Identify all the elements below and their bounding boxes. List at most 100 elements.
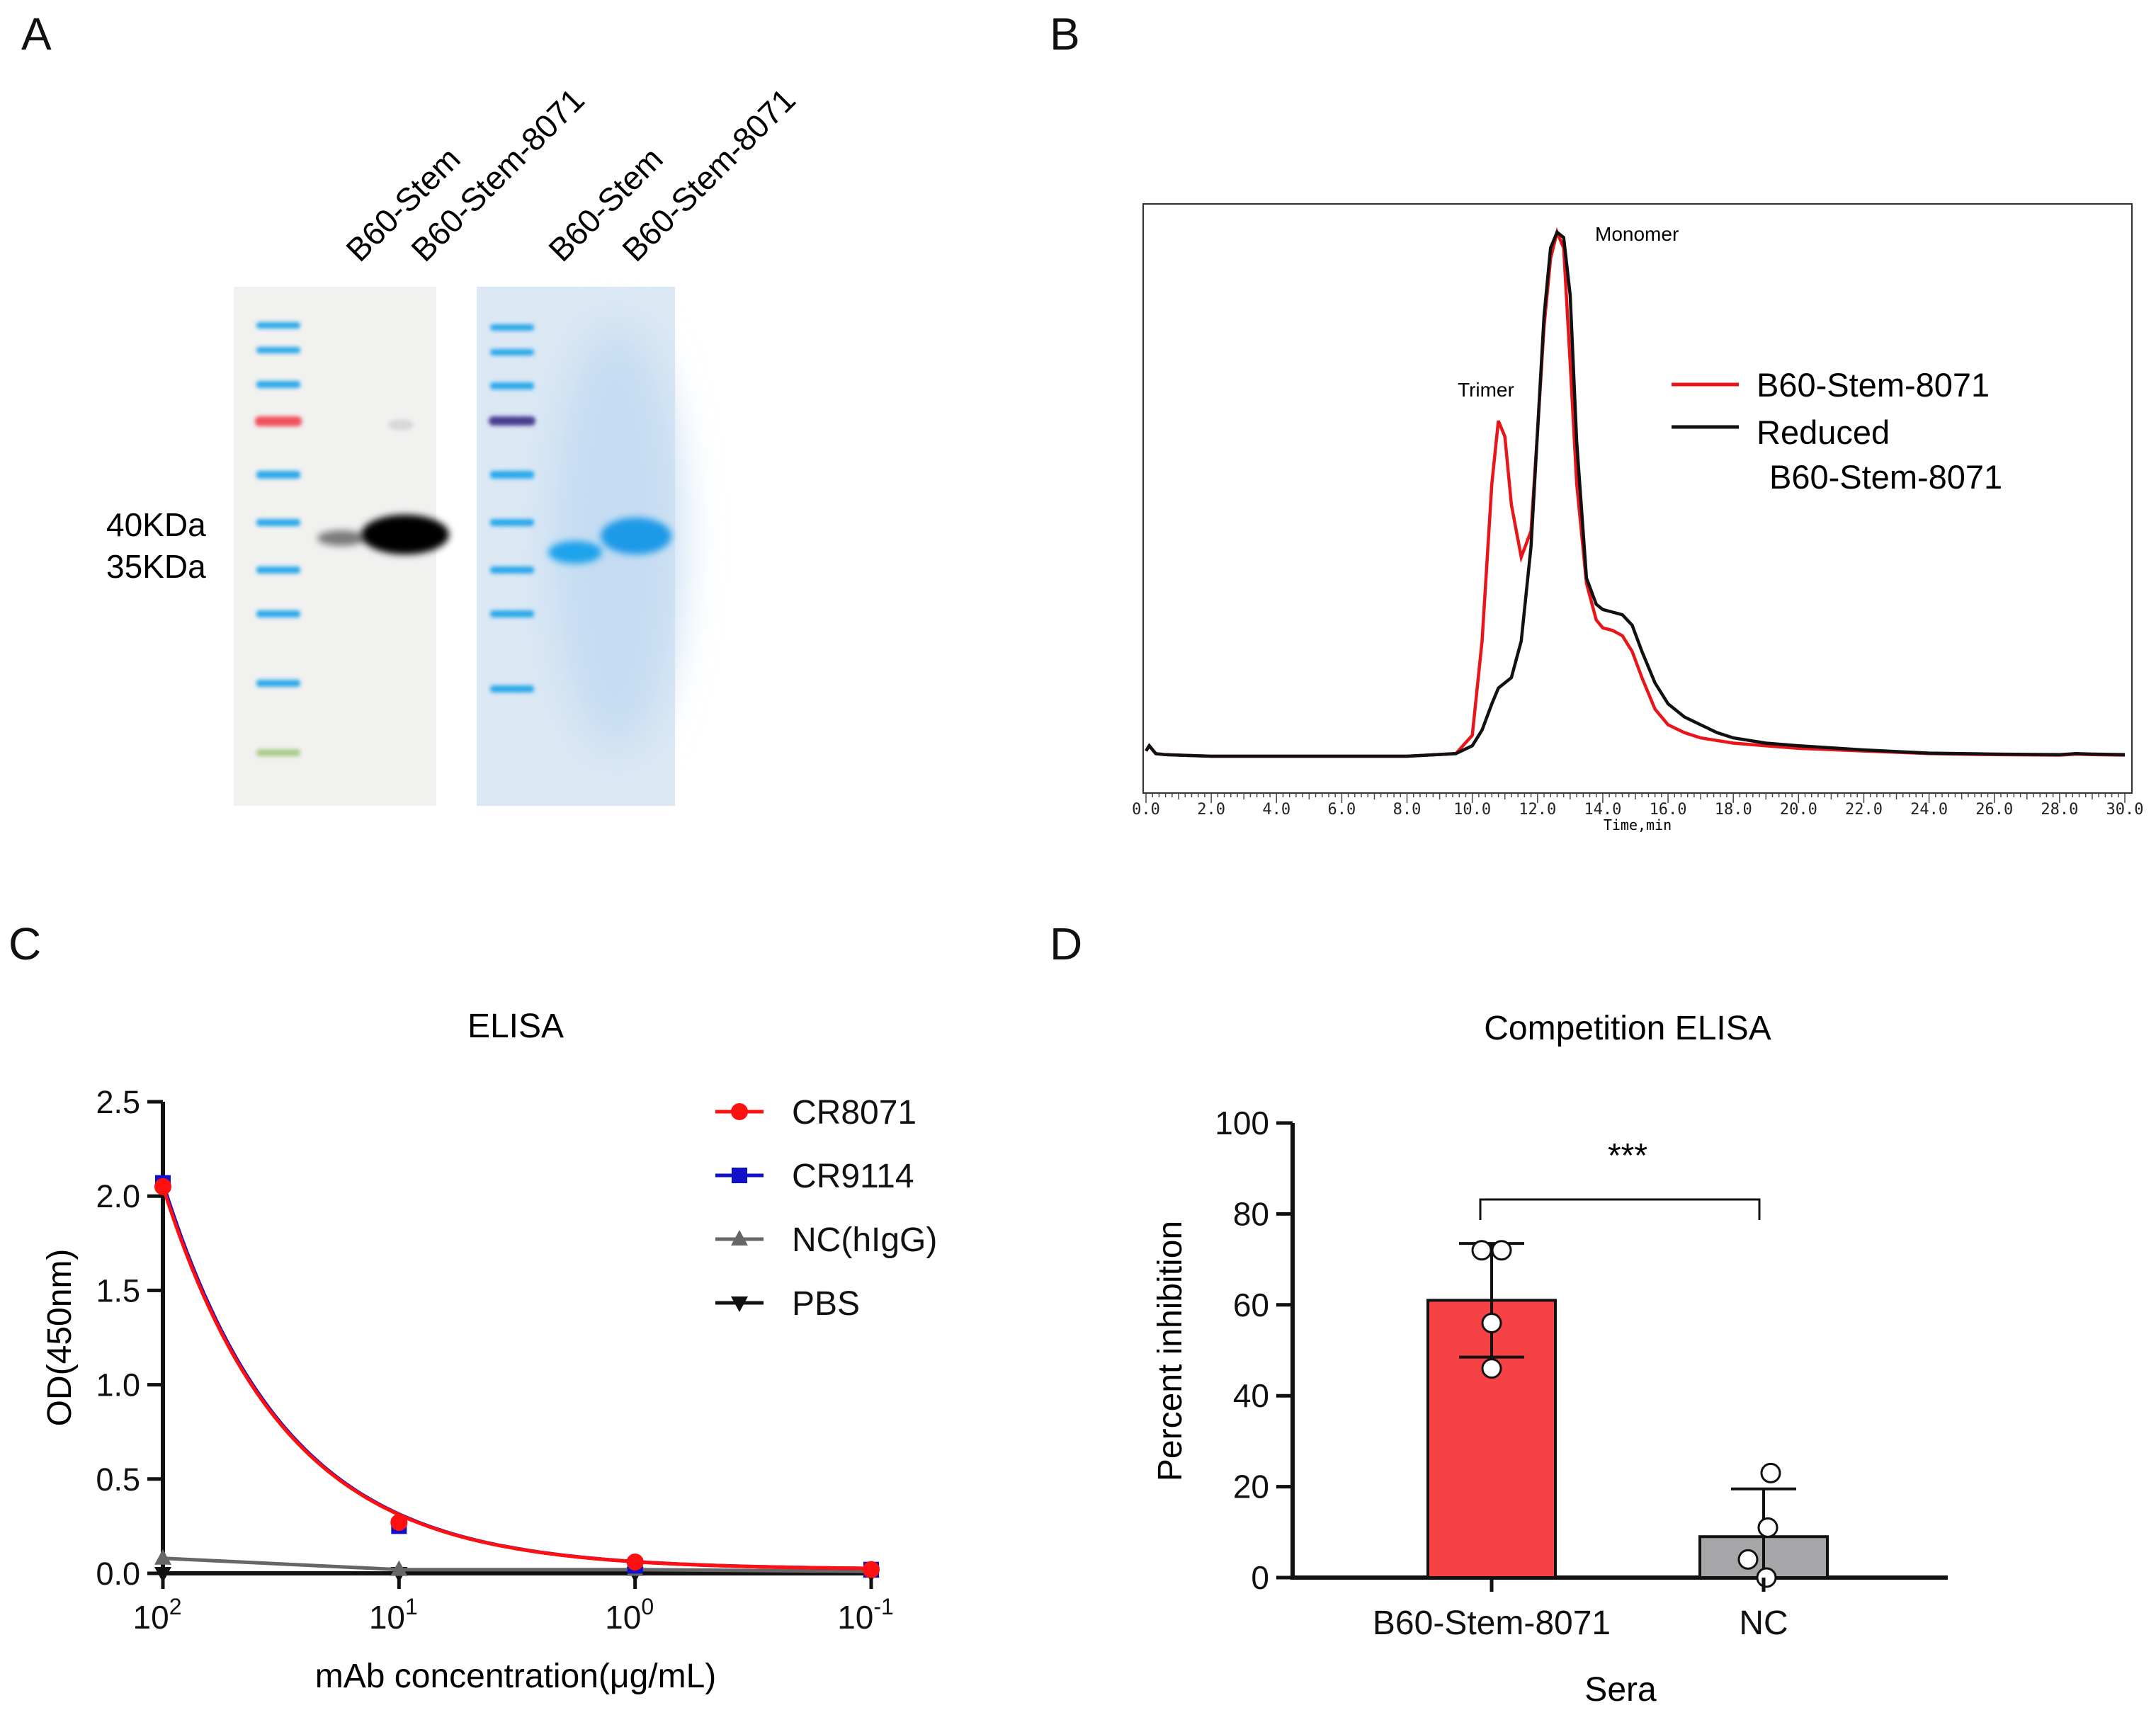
y-axis-ticks: 0.0 0.5 1.0 1.5 2.0 2.5 xyxy=(96,1084,163,1592)
x-axis-title: Sera xyxy=(1584,1671,1657,1709)
data-point xyxy=(1491,1240,1512,1261)
coomassie-band-lane4 xyxy=(601,518,671,554)
y-tick-label: 60 xyxy=(1233,1287,1269,1323)
x-tick-label: 102 xyxy=(133,1594,182,1636)
x-tick-label: 10-1 xyxy=(837,1594,894,1636)
ladder-band xyxy=(490,610,534,617)
x-tick-label: 4.0 xyxy=(1262,801,1290,819)
series-line-cr8071 xyxy=(161,1186,872,1571)
ladder-band xyxy=(490,324,534,331)
x-tick-label: 100 xyxy=(605,1594,654,1636)
x-axis-title: mAb concentration(μg/mL) xyxy=(315,1658,717,1695)
coomassie-ladder xyxy=(489,324,535,692)
x-tick-label: 6.0 xyxy=(1328,801,1356,819)
x-tick-label: 12.0 xyxy=(1519,801,1556,819)
x-tick-label: 26.0 xyxy=(1975,801,2013,819)
ladder-band xyxy=(256,519,300,526)
ladder-band xyxy=(256,680,300,687)
ladder-band xyxy=(256,471,300,479)
x-axis-title: Time,min xyxy=(1604,816,1672,833)
x-tick-label: NC xyxy=(1739,1604,1788,1642)
coomassie-band-lane3 xyxy=(548,541,602,564)
western-ladder xyxy=(255,322,302,756)
ladder-band xyxy=(490,566,534,574)
data-point xyxy=(1757,1517,1778,1538)
chart-title: Competition ELISA xyxy=(1484,1010,1771,1047)
y-tick-label: 1.0 xyxy=(96,1367,140,1403)
data-point xyxy=(390,1560,408,1576)
data-point xyxy=(863,1561,880,1578)
x-tick-label: 24.0 xyxy=(1910,801,1948,819)
y-tick-label: 2.0 xyxy=(96,1178,140,1214)
x-tick-label: 101 xyxy=(369,1594,418,1636)
legend-label: CR9114 xyxy=(792,1158,914,1195)
legend-label: CR8071 xyxy=(792,1094,917,1132)
data-point xyxy=(154,1178,171,1195)
x-tick-exponent: 1 xyxy=(405,1594,418,1619)
panel-label-b: B xyxy=(1050,8,1080,59)
y-tick-label: 20 xyxy=(1233,1469,1269,1505)
data-point xyxy=(1737,1549,1759,1570)
panel-d-competition-elisa: Competition ELISA 0 20 40 60 80 100 B60-Stem-… xyxy=(1152,1010,1948,1709)
annotation-monomer: Monomer xyxy=(1595,223,1679,245)
ladder-band xyxy=(256,610,300,617)
x-tick-label: 0.0 xyxy=(1132,801,1160,819)
x-tick-exponent: -1 xyxy=(873,1594,893,1619)
legend-label-2: Reduced xyxy=(1757,414,1890,451)
panel-b-chromatogram: 0.0 2.0 4.0 6.0 8.0 10.0 12.0 14.0 16.0 18.0 20.0 2… xyxy=(1132,203,2144,833)
data-point xyxy=(1481,1312,1502,1333)
x-tick-label: 18.0 xyxy=(1715,801,1752,819)
y-tick-label: 1.5 xyxy=(96,1272,140,1309)
legend-label-1: B60-Stem-8071 xyxy=(1757,366,1990,404)
data-point xyxy=(731,1230,748,1246)
plot-frame xyxy=(1142,203,2133,794)
western-band-lane2 xyxy=(361,515,449,554)
ladder-band xyxy=(490,519,534,526)
western-band-lane1 xyxy=(317,530,365,546)
y-tick-label: 2.5 xyxy=(96,1084,140,1120)
ladder-band xyxy=(490,471,534,479)
data-point xyxy=(154,1549,171,1565)
panel-label-a: A xyxy=(21,8,52,59)
data-point xyxy=(390,1514,408,1532)
ladder-band xyxy=(256,347,300,353)
ladder-band xyxy=(256,566,300,574)
x-tick-label: 2.0 xyxy=(1197,801,1225,819)
data-point xyxy=(154,1567,171,1583)
legend-label-3: B60-Stem-8071 xyxy=(1769,458,2002,496)
annotation-trimer: Trimer xyxy=(1458,379,1514,401)
ladder-band xyxy=(490,685,534,692)
y-tick-label: 80 xyxy=(1233,1195,1269,1232)
data-point xyxy=(1760,1462,1781,1483)
legend-label: NC(hIgG) xyxy=(792,1221,937,1259)
significance-bracket xyxy=(1479,1198,1761,1220)
data-point xyxy=(1471,1240,1492,1261)
x-axis-ticks xyxy=(1145,793,2126,803)
data-point xyxy=(626,1554,644,1571)
panel-a-gels: B60-Stem B60-Stem-8071 B60-Stem B60-Stem… xyxy=(106,81,802,806)
x-tick-exponent: 2 xyxy=(169,1594,182,1619)
western-faint-spot xyxy=(388,419,414,431)
bars: B60-Stem-8071 NC xyxy=(1373,1240,1829,1642)
panel-label-d: D xyxy=(1050,918,1082,969)
series-group xyxy=(154,1175,880,1583)
ladder-band xyxy=(489,416,535,426)
x-tick-label: 30.0 xyxy=(2106,801,2144,819)
y-tick-label: 0.5 xyxy=(96,1461,140,1498)
x-tick-label: 16.0 xyxy=(1650,801,1687,819)
ladder-band xyxy=(490,382,534,389)
x-tick-label: 28.0 xyxy=(2041,801,2078,819)
y-tick-label: 100 xyxy=(1215,1105,1269,1141)
significance-stars: *** xyxy=(1608,1137,1647,1175)
x-tick-label: 14.0 xyxy=(1584,801,1621,819)
y-axis-title: OD(450nm) xyxy=(41,1249,79,1427)
series-line-nc-higg- xyxy=(162,1556,872,1573)
y-tick-label: 0.0 xyxy=(96,1556,140,1592)
legend: B60-Stem-8071 Reduced B60-Stem-8071 xyxy=(1672,366,2002,496)
data-point xyxy=(732,1168,747,1183)
series-line-reduced-b60-stem-8071 xyxy=(1145,229,2126,758)
x-tick-label: 20.0 xyxy=(1780,801,1817,819)
data-point xyxy=(1481,1358,1502,1379)
y-axis-ticks: 0 20 40 60 80 100 xyxy=(1215,1105,1293,1596)
